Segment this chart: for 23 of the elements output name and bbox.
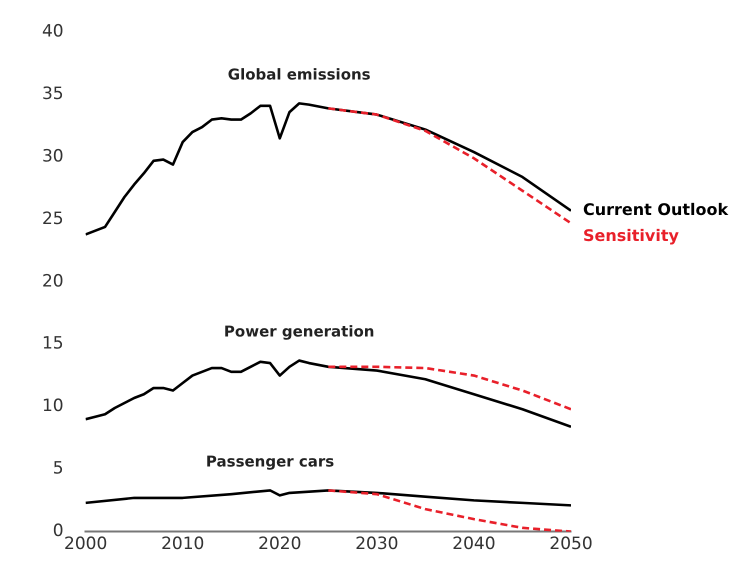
series-label: Sensitivity xyxy=(583,226,680,245)
y-tick-label: 40 xyxy=(42,22,64,42)
y-tick-label: 20 xyxy=(42,271,64,292)
annotation: Passenger cars xyxy=(206,452,334,470)
line-series xyxy=(327,107,571,225)
x-tick-label: 2040 xyxy=(452,534,496,554)
y-tick-label: 15 xyxy=(42,334,64,354)
annotation: Power generation xyxy=(224,322,374,340)
y-tick-label: 35 xyxy=(42,84,64,104)
annotation: Global emissions xyxy=(228,65,371,84)
y-tick-label: 10 xyxy=(42,396,64,416)
line-series xyxy=(327,489,571,532)
x-tick-label: 2030 xyxy=(355,534,398,554)
y-tick-label: 0 xyxy=(52,521,64,542)
line-series xyxy=(327,366,571,411)
y-tick-label: 30 xyxy=(42,146,64,166)
x-tick-label: 2050 xyxy=(549,534,593,554)
x-tick-label: 2010 xyxy=(161,534,204,554)
y-tick-label: 5 xyxy=(52,458,64,479)
x-tick-label: 2020 xyxy=(258,534,302,554)
series-label: Current Outlook xyxy=(583,200,728,219)
x-tick-label: 2000 xyxy=(64,534,108,554)
y-tick-label: 25 xyxy=(42,208,64,229)
